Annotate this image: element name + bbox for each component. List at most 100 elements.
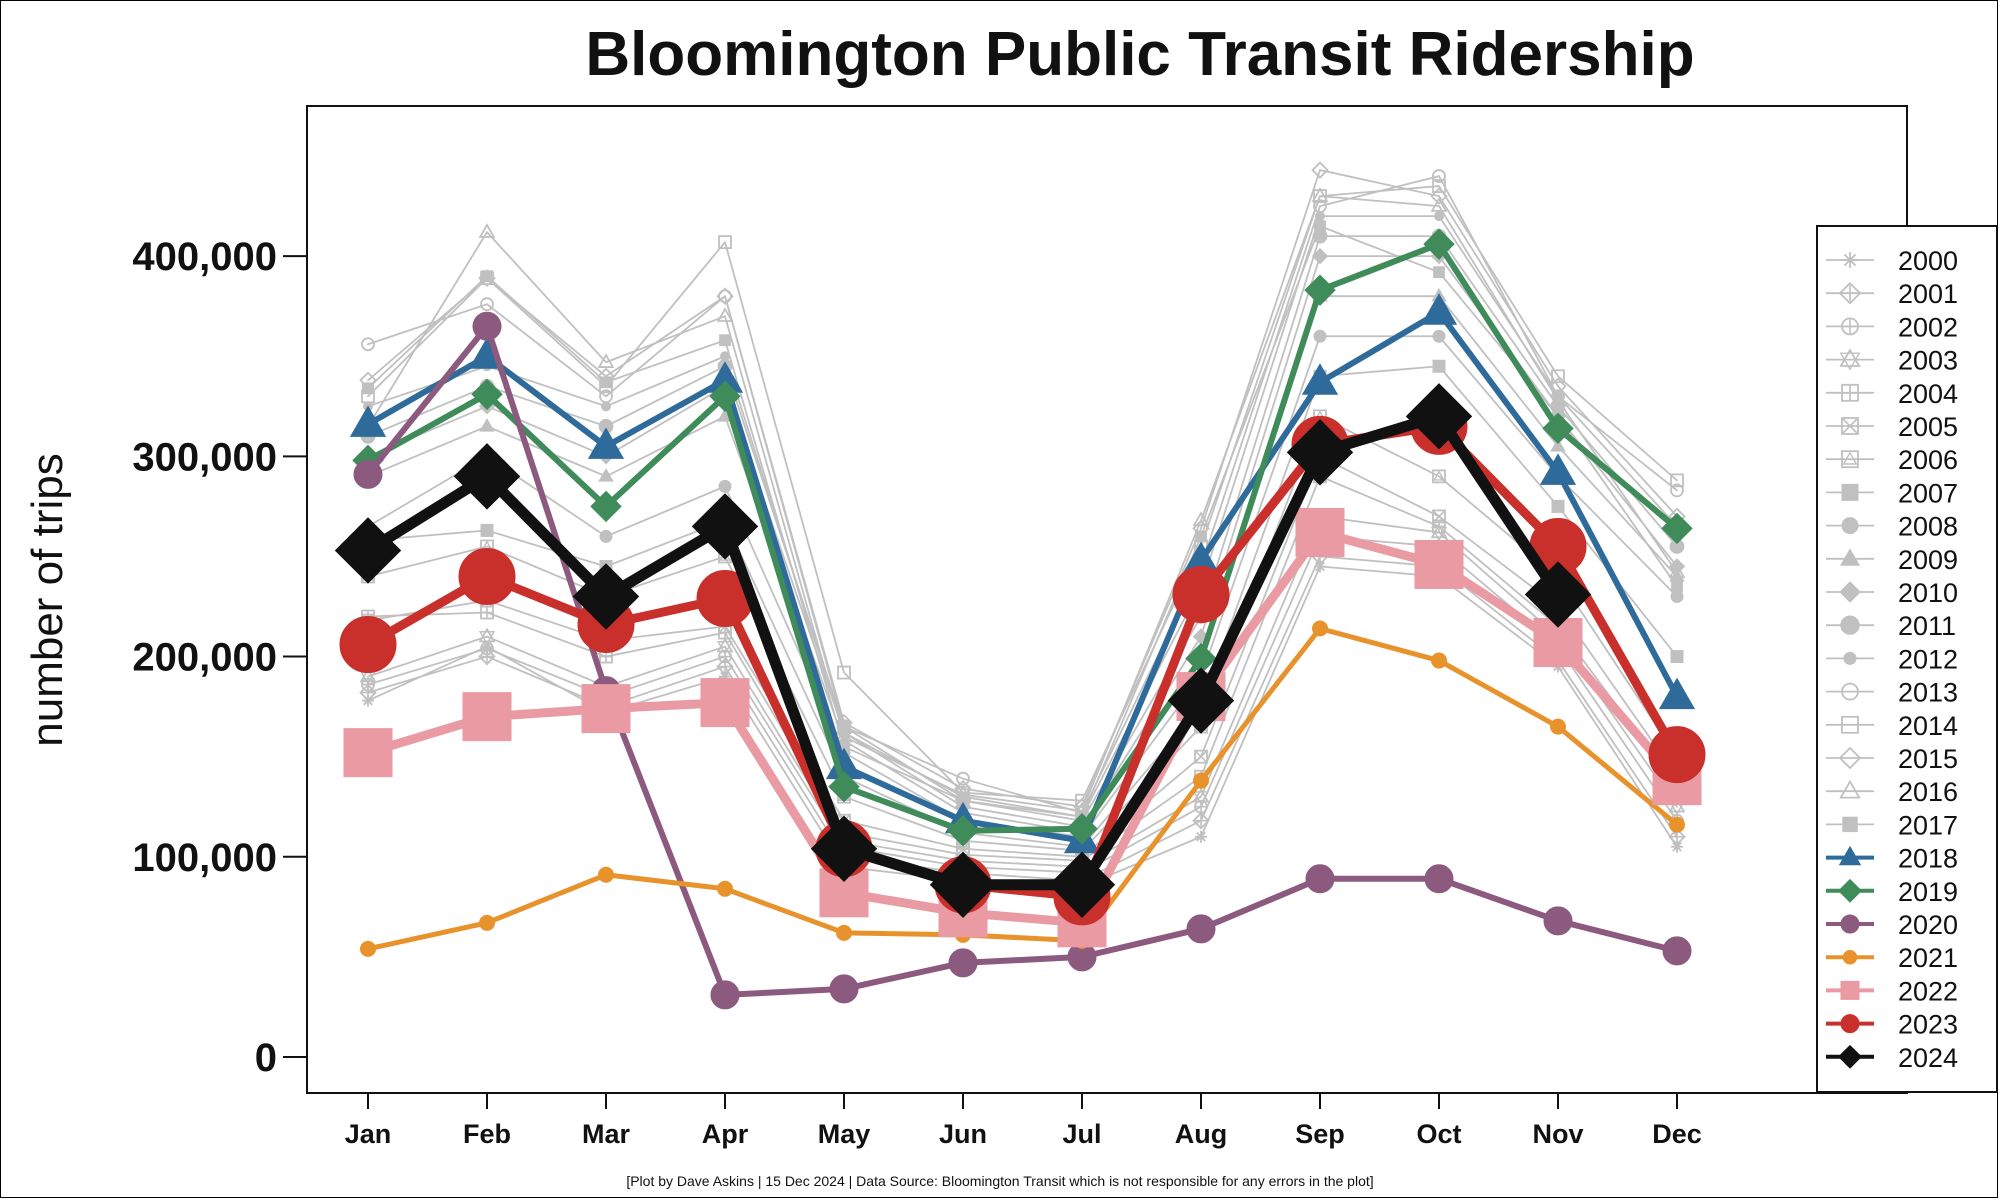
data-point-2024 bbox=[1286, 419, 1354, 486]
legend-label: 2010 bbox=[1898, 578, 1958, 608]
legend-label: 2022 bbox=[1898, 976, 1958, 1006]
data-point-2016 bbox=[1192, 511, 1210, 527]
x-tick-label: Feb bbox=[463, 1119, 511, 1149]
data-point-2001 bbox=[359, 683, 377, 702]
data-point-2020 bbox=[472, 311, 502, 341]
data-point-2024 bbox=[691, 493, 759, 560]
series-line-2023 bbox=[363, 421, 1682, 902]
data-point-2007 bbox=[1432, 359, 1446, 373]
data-point-2000 bbox=[1314, 560, 1326, 573]
series-line-2014 bbox=[367, 185, 1678, 802]
legend-item-2015: 2015 bbox=[1826, 744, 1958, 774]
legend-label: 2002 bbox=[1898, 312, 1958, 342]
data-point-2018 bbox=[587, 427, 625, 459]
data-point-2021 bbox=[836, 924, 852, 941]
legend-swatch-marker bbox=[1839, 348, 1861, 367]
data-point-2020 bbox=[353, 459, 383, 489]
data-point-2003 bbox=[1430, 523, 1448, 539]
legend-label: 2009 bbox=[1898, 545, 1958, 575]
legend-label: 2000 bbox=[1898, 246, 1958, 276]
y-axis: 0 100,000 200,000 300,000 400,000 bbox=[132, 235, 307, 1080]
data-point-2020 bbox=[948, 948, 978, 978]
data-point-2015 bbox=[716, 287, 734, 305]
x-tick-label: Aug bbox=[1175, 1119, 1227, 1149]
series-2005 bbox=[361, 449, 1684, 864]
data-point-2020 bbox=[1662, 936, 1692, 966]
series-2017 bbox=[362, 220, 1683, 823]
legend-label: 2017 bbox=[1898, 810, 1958, 840]
series-line-2013 bbox=[367, 175, 1678, 814]
data-point-2023 bbox=[1172, 565, 1230, 623]
y-tick-label: 400,000 bbox=[132, 235, 277, 279]
legend-item-2004: 2004 bbox=[1826, 379, 1958, 409]
legend-item-2007: 2007 bbox=[1826, 478, 1958, 508]
data-point-2020 bbox=[1186, 914, 1216, 944]
series-line-2017 bbox=[367, 225, 1678, 818]
legend-swatch-marker bbox=[1839, 548, 1861, 566]
legend-swatch-marker bbox=[1841, 682, 1859, 701]
data-point-2021 bbox=[360, 940, 376, 957]
data-point-2006-detail bbox=[1432, 470, 1446, 481]
x-tick-label: Sep bbox=[1295, 1119, 1345, 1149]
legend-item-2010: 2010 bbox=[1826, 578, 1958, 608]
x-tick-label: Oct bbox=[1416, 1119, 1461, 1149]
series-line-2010 bbox=[367, 255, 1678, 828]
series-2016 bbox=[359, 187, 1686, 817]
data-point-2021 bbox=[1550, 718, 1566, 735]
legend-item-2013: 2013 bbox=[1826, 678, 1958, 708]
legend-swatch-marker bbox=[1841, 483, 1859, 501]
legend-item-2011: 2011 bbox=[1826, 611, 1956, 641]
y-tick-label: 300,000 bbox=[132, 435, 277, 479]
data-point-2014 bbox=[1670, 473, 1684, 488]
legend-swatch-marker-detail bbox=[1842, 451, 1858, 465]
data-point-2003 bbox=[1192, 787, 1210, 803]
y-tick-label: 0 bbox=[255, 1036, 277, 1080]
chart-title: Bloomington Public Transit Ridership bbox=[585, 20, 1694, 89]
data-point-2017 bbox=[1671, 580, 1683, 593]
data-point-2018 bbox=[349, 405, 387, 437]
data-point-2003 bbox=[716, 637, 734, 653]
data-point-2018 bbox=[1539, 453, 1577, 485]
legend-swatch-marker-detail bbox=[1842, 285, 1858, 302]
data-point-2008 bbox=[1313, 329, 1327, 343]
legend-item-2021: 2021 bbox=[1826, 943, 1958, 973]
data-point-2019 bbox=[828, 770, 860, 803]
data-point-2024 bbox=[929, 851, 997, 918]
data-point-2020 bbox=[1543, 906, 1573, 936]
series-layer bbox=[334, 161, 1706, 1010]
legend-item-2022: 2022 bbox=[1826, 976, 1958, 1006]
legend-label: 2001 bbox=[1898, 279, 1958, 309]
data-point-2023 bbox=[458, 547, 516, 605]
legend-swatch-marker bbox=[1841, 517, 1859, 535]
legend-swatch-marker bbox=[1842, 949, 1858, 965]
legend-item-2024: 2024 bbox=[1826, 1043, 1958, 1073]
data-point-2023 bbox=[1648, 726, 1706, 784]
data-point-2017 bbox=[481, 270, 493, 283]
y-tick-label: 200,000 bbox=[132, 636, 277, 680]
series-2008 bbox=[361, 329, 1684, 844]
data-point-2001-detail bbox=[1671, 830, 1683, 843]
data-point-2014 bbox=[718, 235, 732, 250]
x-tick-label: Mar bbox=[582, 1119, 631, 1149]
data-point-2019 bbox=[471, 378, 503, 410]
legend-item-2006: 2006 bbox=[1826, 445, 1958, 475]
series-2002 bbox=[361, 529, 1684, 880]
data-point-2016 bbox=[716, 307, 734, 322]
legend-swatch-marker bbox=[1838, 845, 1862, 866]
data-point-2024 bbox=[1048, 851, 1116, 918]
data-point-2019 bbox=[1304, 274, 1336, 306]
series-line-2012 bbox=[367, 215, 1678, 818]
data-point-2016 bbox=[478, 223, 496, 238]
caption: [Plot by Dave Askins | 15 Dec 2024 | Dat… bbox=[626, 1173, 1373, 1189]
series-2024 bbox=[334, 383, 1592, 918]
data-point-2003 bbox=[478, 627, 496, 643]
data-point-2018 bbox=[1301, 363, 1339, 395]
series-line-2015 bbox=[367, 169, 1678, 808]
data-point-2000 bbox=[719, 670, 731, 683]
x-tick-label: Jan bbox=[345, 1119, 392, 1149]
data-point-2021 bbox=[1312, 620, 1328, 637]
data-point-2016 bbox=[1311, 187, 1329, 202]
legend-swatch-marker bbox=[1840, 914, 1860, 934]
legend-label: 2016 bbox=[1898, 777, 1958, 807]
data-point-2013 bbox=[1551, 389, 1565, 404]
